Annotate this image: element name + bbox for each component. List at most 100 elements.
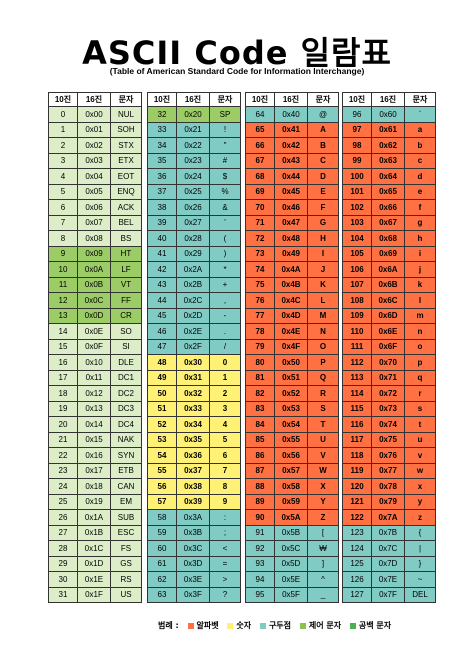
- table-row: 13 0x0D CR: [48, 307, 142, 324]
- char-cell: m: [404, 307, 436, 324]
- hex-cell: 0x6D: [371, 307, 405, 324]
- table-row: 44 0x2C,: [147, 292, 241, 309]
- char-cell: EM: [110, 493, 142, 510]
- table-row: 19 0x13 DC3: [48, 400, 142, 417]
- table-row: 3 0x03 ETX: [48, 152, 142, 169]
- hex-cell: 0x15: [77, 431, 111, 448]
- char-cell: /: [209, 338, 241, 355]
- hex-cell: 0x64: [371, 168, 405, 185]
- column-header: 16진: [176, 92, 210, 107]
- hex-cell: 0x66: [371, 199, 405, 216]
- table-row: 22 0x16 SYN: [48, 447, 142, 464]
- hex-cell: 0x43: [274, 152, 308, 169]
- legend-swatch-alphabet: [187, 622, 194, 629]
- char-cell: W: [307, 462, 339, 479]
- hex-cell: 0x72: [371, 385, 405, 402]
- hex-cell: 0x20: [176, 106, 210, 123]
- hex-cell: 0x2C: [176, 292, 210, 309]
- char-cell: K: [307, 276, 339, 293]
- table-row: 115 0x73 s: [342, 400, 436, 417]
- decimal-cell: 26: [48, 509, 78, 526]
- hex-cell: 0x3E: [176, 571, 210, 588]
- table-row: 24 0x18 CAN: [48, 478, 142, 495]
- char-cell: _: [307, 586, 339, 603]
- char-cell: 7: [209, 462, 241, 479]
- char-cell: V: [307, 447, 339, 464]
- hex-cell: 0x54: [274, 416, 308, 433]
- hex-cell: 0x29: [176, 245, 210, 262]
- hex-cell: 0x26: [176, 199, 210, 216]
- decimal-cell: 19: [48, 400, 78, 417]
- page-title: ASCII Code 일람표: [82, 34, 392, 72]
- decimal-cell: 10: [48, 261, 78, 278]
- hex-cell: 0x0B: [77, 276, 111, 293]
- char-cell: h: [404, 230, 436, 247]
- hex-cell: 0x44: [274, 168, 308, 185]
- char-cell: }: [404, 555, 436, 572]
- decimal-cell: 88: [245, 478, 275, 495]
- decimal-cell: 5: [48, 183, 78, 200]
- ascii-table-block-4: 10진 16진 문자 96 0x60 ` 97 0x61 a 98 0x62 b 99 0x63 c 100 0…: [342, 92, 436, 603]
- char-cell: `: [404, 106, 436, 123]
- char-cell: b: [404, 137, 436, 154]
- hex-cell: 0x4E: [274, 323, 308, 340]
- char-cell: 2: [209, 385, 241, 402]
- table-row: 56 0x38 8: [147, 478, 241, 495]
- decimal-cell: 120: [342, 478, 372, 495]
- hex-cell: 0x04: [77, 168, 111, 185]
- hex-cell: 0x55: [274, 431, 308, 448]
- char-cell: DC4: [110, 416, 142, 433]
- hex-cell: 0x60: [371, 106, 405, 123]
- decimal-cell: 39: [147, 214, 177, 231]
- char-cell: =: [209, 555, 241, 572]
- hex-cell: 0x41: [274, 121, 308, 138]
- char-cell: LF: [110, 261, 142, 278]
- decimal-cell: 102: [342, 199, 372, 216]
- hex-cell: 0x22: [176, 137, 210, 154]
- table-row: 83 0x53 S: [245, 400, 339, 417]
- table-row: 52 0x34 4: [147, 416, 241, 433]
- char-cell: DLE: [110, 354, 142, 371]
- table-row: 66 0x42 B: [245, 137, 339, 154]
- char-cell: SYN: [110, 447, 142, 464]
- hex-cell: 0x59: [274, 493, 308, 510]
- char-cell: ₩: [307, 540, 339, 557]
- hex-cell: 0x6B: [371, 276, 405, 293]
- char-cell: SUB: [110, 509, 142, 526]
- char-cell: BS: [110, 230, 142, 247]
- table-row: 121 0x79 y: [342, 493, 436, 510]
- decimal-cell: 81: [245, 369, 275, 386]
- table-row: 28 0x1C FS: [48, 540, 142, 557]
- decimal-cell: 47: [147, 338, 177, 355]
- decimal-cell: 70: [245, 199, 275, 216]
- decimal-cell: 103: [342, 214, 372, 231]
- decimal-cell: 77: [245, 307, 275, 324]
- table-row: 29 0x1D GS: [48, 555, 142, 572]
- table-row: 12 0x0C FF: [48, 292, 142, 309]
- decimal-cell: 14: [48, 323, 78, 340]
- table-row: 62 0x3E >: [147, 571, 241, 588]
- char-cell: <: [209, 540, 241, 557]
- hex-cell: 0x1A: [77, 509, 111, 526]
- table-row: 99 0x63 c: [342, 152, 436, 169]
- decimal-cell: 20: [48, 416, 78, 433]
- decimal-cell: 23: [48, 462, 78, 479]
- column-header: 문자: [404, 92, 436, 107]
- char-cell: HT: [110, 245, 142, 262]
- char-cell: g: [404, 214, 436, 231]
- table-row: 76 0x4C L: [245, 292, 339, 309]
- table-row: 90 0x5A Z: [245, 509, 339, 526]
- decimal-cell: 56: [147, 478, 177, 495]
- table-row: 94 0x5E ^: [245, 571, 339, 588]
- decimal-cell: 28: [48, 540, 78, 557]
- hex-cell: 0x4D: [274, 307, 308, 324]
- table-row: 61 0x3D =: [147, 555, 241, 572]
- hex-cell: 0x4B: [274, 276, 308, 293]
- table-row: 10 0x0A LF: [48, 261, 142, 278]
- decimal-cell: 45: [147, 307, 177, 324]
- decimal-cell: 104: [342, 230, 372, 247]
- decimal-cell: 95: [245, 586, 275, 603]
- legend-item-punctuation: 구두점: [268, 621, 292, 630]
- table-row: 120 0x78 x: [342, 478, 436, 495]
- table-row: 93 0x5D]: [245, 555, 339, 572]
